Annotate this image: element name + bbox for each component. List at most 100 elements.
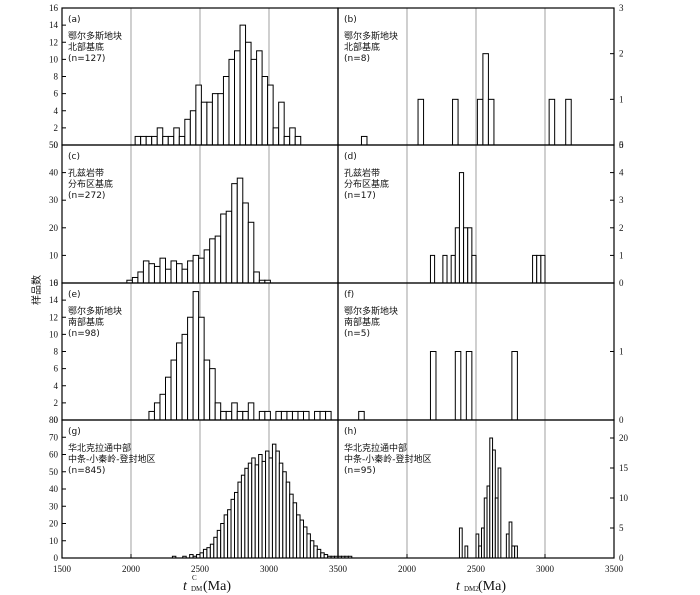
y-tick-label: 50 (49, 140, 59, 150)
bar (258, 410, 266, 421)
y-tick-label: 2 (619, 223, 624, 233)
bar (214, 235, 222, 284)
bar (452, 98, 459, 146)
bar (236, 177, 244, 284)
y-tick-label: 8 (54, 347, 59, 357)
bar (454, 227, 460, 284)
bar (289, 493, 294, 559)
bar (476, 98, 484, 146)
bar (206, 547, 211, 559)
x-axis-title-left-sub: DM (191, 585, 203, 593)
bar (134, 135, 142, 146)
y-tick-label: 8 (54, 72, 59, 82)
bar (170, 359, 178, 421)
bar (209, 368, 216, 421)
y-tick-label: 0 (54, 553, 59, 563)
y-tick-label: 16 (49, 3, 59, 13)
panel-annotation: 北部基底 (68, 41, 104, 53)
bar (247, 221, 255, 284)
bar (192, 291, 200, 421)
y-tick-label: 20 (619, 433, 629, 443)
panel-n-label: (n=5) (344, 329, 370, 339)
x-axis-title-left: t (183, 579, 188, 594)
bar (320, 552, 325, 559)
y-tick-label: 3 (619, 3, 624, 13)
bar (239, 24, 247, 146)
panel-n-label: (n=8) (344, 54, 370, 64)
x-axis-title-left-unit: (Ma) (203, 579, 231, 594)
bar (222, 76, 230, 146)
y-tick-label: 15 (619, 463, 629, 473)
bar (228, 58, 235, 146)
bar (548, 98, 556, 146)
bar (442, 254, 448, 284)
bar (258, 454, 263, 559)
panel-n-label: (n=845) (68, 466, 105, 476)
panels: 0246810121416(a)鄂尔多斯地块北部基底(n=127)0123(b)… (49, 3, 629, 563)
bar (268, 457, 273, 559)
bar (240, 474, 246, 559)
y-tick-label: 14 (49, 20, 59, 30)
bar (181, 268, 189, 284)
bar (250, 58, 258, 146)
y-tick-label: 0 (619, 278, 624, 288)
x-tick-label: 3000 (536, 564, 555, 574)
x-axis-title-right-sub: DM2 (464, 585, 479, 593)
bar (319, 410, 327, 421)
bar (225, 410, 233, 421)
bar (264, 410, 271, 421)
bar (206, 101, 213, 146)
bar (271, 443, 277, 559)
bar (244, 467, 249, 559)
bar (151, 135, 158, 146)
bar (167, 135, 175, 146)
bar (148, 410, 155, 421)
panel-annotation: 鄂尔多斯地块 (68, 30, 122, 42)
y-tick-label: 1 (619, 347, 624, 357)
bar (303, 526, 308, 559)
bar (358, 410, 365, 421)
y-axis-label: 样品数 (30, 275, 43, 305)
panel-n-label: (n=272) (68, 191, 105, 201)
y-tick-label: 10 (619, 493, 629, 503)
bar (153, 265, 161, 284)
bar (289, 127, 296, 146)
bar (211, 93, 219, 146)
bar (195, 84, 202, 146)
bar (153, 402, 161, 421)
panel-n-label: (n=98) (68, 329, 100, 339)
bar (187, 260, 194, 284)
bar (173, 127, 180, 146)
bar (465, 351, 473, 421)
y-tick-label: 14 (49, 295, 59, 305)
y-tick-label: 0 (54, 415, 59, 425)
bar (242, 202, 249, 284)
bar (234, 491, 239, 559)
y-tick-label: 20 (49, 519, 59, 529)
bar (294, 135, 302, 146)
bar (285, 481, 291, 559)
panel-annotation: 南部基底 (344, 316, 380, 328)
panel-letter: (h) (344, 427, 357, 437)
panel-annotation: 孔兹岩带 (68, 167, 104, 179)
bar (303, 410, 310, 421)
bar (267, 84, 274, 146)
panel-annotation: 中条-小秦岭-登封地区 (68, 453, 156, 465)
bar (181, 333, 189, 421)
panel-annotation: 北部基底 (344, 41, 380, 53)
panel-n-label: (n=17) (344, 191, 376, 201)
panel-g: 0 10 20 30 40 50 60 70 80 (g) 华北克拉通中部中条-小秦岭-登封地区(n… (49, 415, 353, 563)
y-tick-label: 1 (619, 94, 624, 104)
bar (275, 450, 280, 559)
bar (225, 210, 233, 284)
bar (458, 527, 463, 559)
bar (299, 519, 304, 559)
bar (140, 135, 147, 146)
panel-annotation: 分布区基底 (344, 178, 389, 190)
bar (176, 342, 183, 421)
panel-n-label: (n=95) (344, 466, 376, 476)
